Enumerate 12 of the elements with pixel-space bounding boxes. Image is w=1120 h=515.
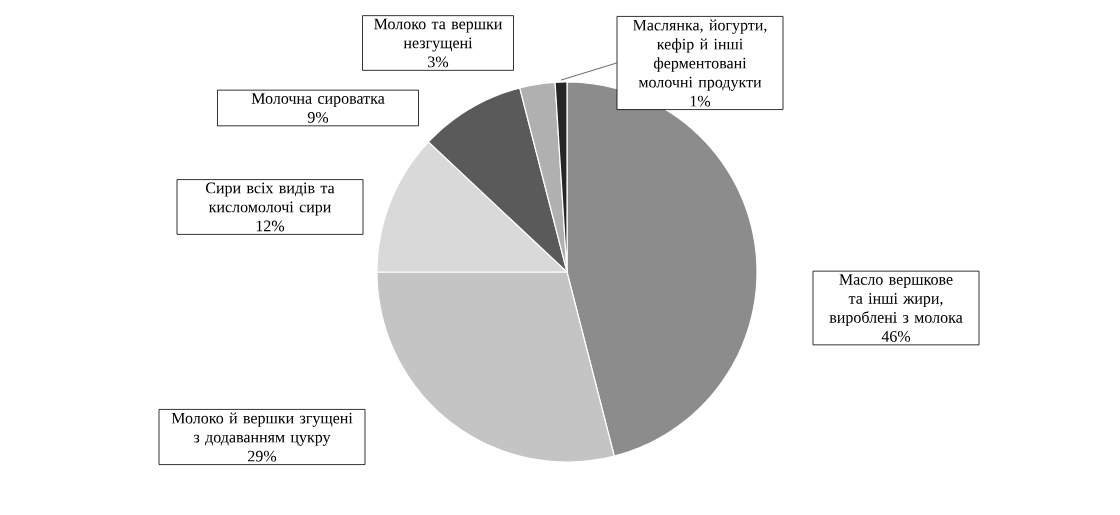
slice-label: Масло вершкове та інші жири, вироблені з молока — [829, 274, 963, 327]
slice-label: Сири всіх видів та кисломолочі сири — [205, 182, 335, 216]
data-label: 46% — [881, 331, 911, 342]
slice-label: Молоко й вершки згущені з додаванням цукру — [171, 412, 353, 446]
data-label: 12% — [256, 220, 285, 232]
slice-label: Маслянка, йогурти, кефір й інші ферментовані молочні продукти — [633, 19, 767, 91]
data-label: 29% — [248, 450, 277, 462]
slice-label: Молочна сироватка — [251, 93, 385, 108]
slice-label: Молоко та вершки незгущені — [374, 18, 503, 52]
data-label: 1% — [690, 95, 711, 107]
data-label: 3% — [428, 56, 449, 68]
data-label: 9% — [307, 112, 329, 123]
